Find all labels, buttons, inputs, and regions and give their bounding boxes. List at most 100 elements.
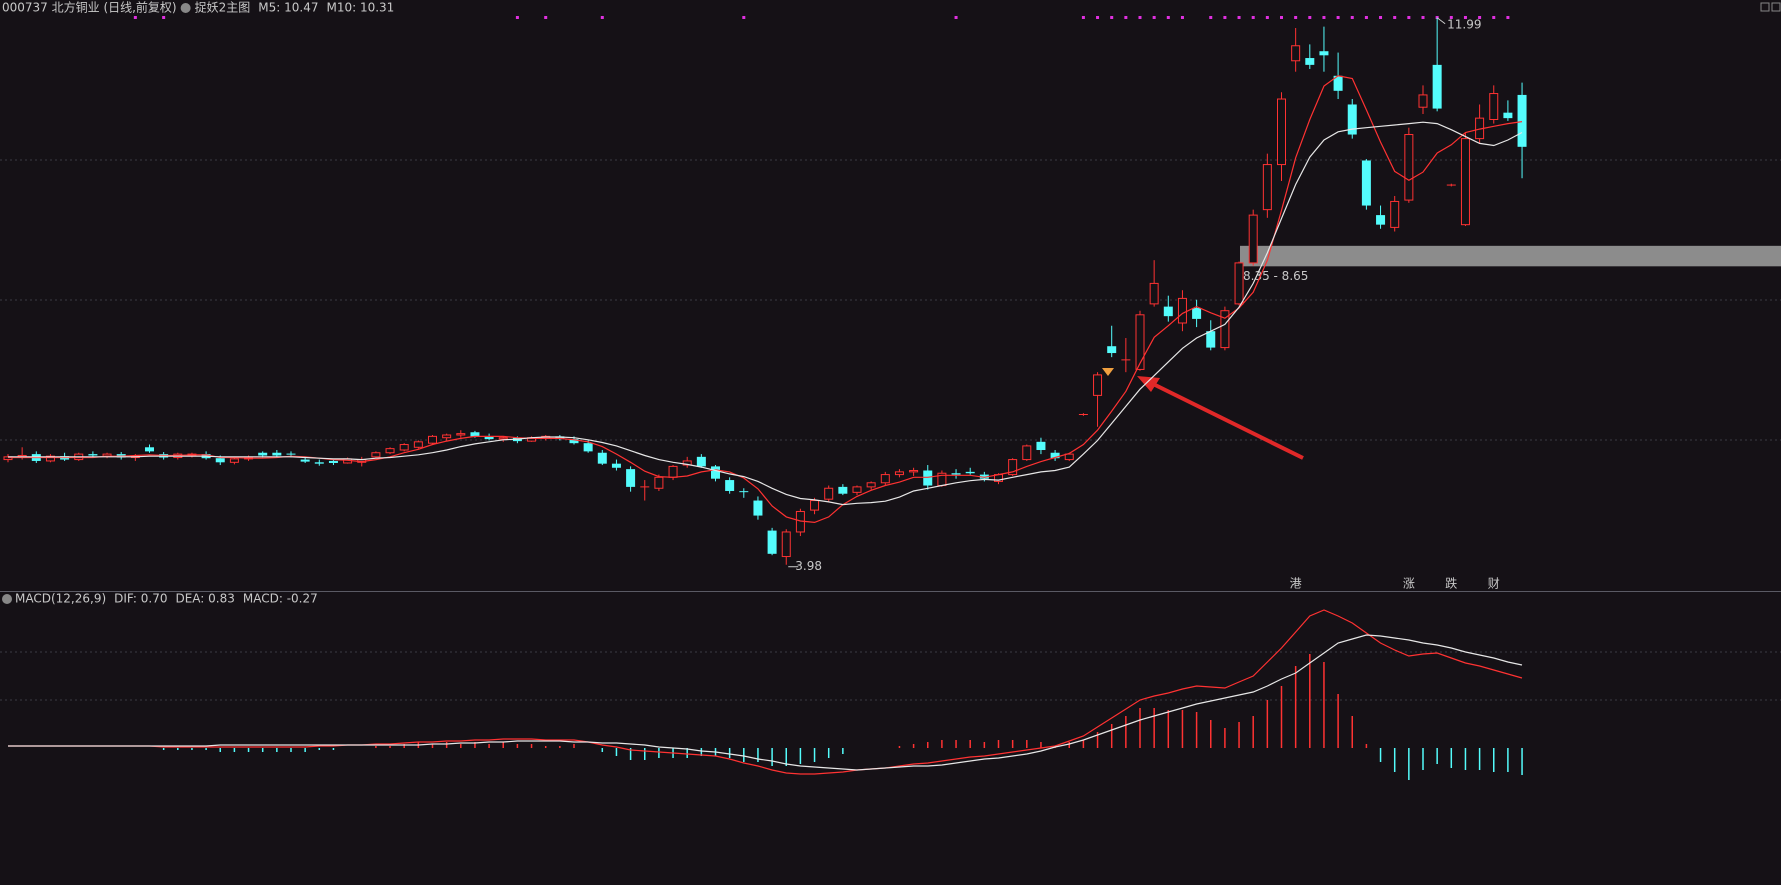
candle-body (810, 500, 820, 511)
candle-body (1036, 441, 1046, 451)
candle-body (923, 470, 933, 486)
candle-body (1489, 93, 1499, 121)
candle-body (1022, 445, 1032, 461)
candle-body (1262, 164, 1272, 211)
signal-dot (1463, 16, 1467, 19)
candle-body (1432, 64, 1442, 109)
signal-dot (742, 16, 746, 19)
signal-dot (1407, 16, 1411, 19)
candle-body (413, 441, 423, 448)
candle-body (272, 452, 282, 456)
candle-body (1107, 346, 1117, 354)
window-icon[interactable] (1760, 2, 1770, 12)
candle-body (371, 452, 381, 458)
signal-dot (1322, 16, 1326, 19)
signal-dot (1449, 16, 1453, 19)
signal-dot (1237, 16, 1241, 19)
candle-body (1418, 94, 1428, 108)
signal-dot (1393, 16, 1397, 19)
header-text: M5: 10.47 (258, 1, 318, 15)
signal-dot (1166, 16, 1170, 19)
zone-label: 8.35 - 8.65 (1243, 269, 1308, 283)
candle-body (1220, 310, 1230, 349)
header-icon (180, 3, 191, 13)
signal-dot (1478, 16, 1482, 19)
signal-dot (954, 16, 958, 19)
candle-body (1460, 138, 1470, 226)
candle-body (611, 463, 621, 468)
event-tag: 财 (1488, 577, 1500, 591)
candle-body (696, 456, 706, 467)
header-text: MACD(12,26,9) (15, 592, 106, 606)
candle-body (145, 447, 154, 452)
candle-body (399, 444, 409, 451)
candle-body (1149, 282, 1159, 305)
window-icon[interactable] (1771, 2, 1781, 12)
arrow (1144, 378, 1304, 460)
event-tag: 涨 (1403, 576, 1415, 591)
candle-body (1008, 459, 1018, 476)
candle-body (229, 458, 239, 463)
signal-diamond (1102, 368, 1114, 376)
candle-body (1093, 374, 1103, 396)
signal-dot (133, 16, 137, 19)
candle-body (597, 452, 607, 464)
header-text: 000737 北方铜业 (日线,前复权) (2, 0, 177, 15)
arrow-head (1137, 376, 1160, 392)
candle-body (1390, 200, 1400, 228)
candle-body (824, 487, 834, 500)
event-tag: 跌 (1445, 576, 1457, 591)
candle-body (1163, 306, 1173, 317)
candle-body (1248, 214, 1258, 264)
signal-dot (1081, 16, 1085, 19)
signal-dot (1350, 16, 1354, 19)
candle-body (654, 476, 664, 489)
signal-dot (1265, 16, 1269, 19)
signal-dot (1421, 16, 1425, 19)
signal-dot (1251, 16, 1255, 19)
ma-line (8, 121, 1523, 506)
signal-dot (1506, 16, 1510, 19)
candle-body (258, 452, 268, 456)
candle-body (1347, 104, 1357, 135)
signal-dot (1152, 16, 1156, 19)
candle-body (753, 500, 763, 516)
candle-body (1177, 297, 1187, 324)
candle-body (852, 486, 862, 493)
signal-dot (1294, 16, 1298, 19)
candle-body (88, 454, 98, 456)
header-icon (2, 594, 12, 604)
candle-body (894, 471, 904, 476)
high-pointer (1436, 17, 1446, 25)
price-zone (1240, 245, 1781, 267)
signal-dot (1110, 16, 1114, 19)
candle-body (555, 436, 565, 440)
signal-dot (1180, 16, 1184, 19)
header-text: 捉妖2主图 (195, 0, 251, 15)
candle-body (1517, 94, 1527, 147)
signal-dot (1138, 16, 1142, 19)
candle-body (385, 448, 395, 454)
candle-body (328, 460, 338, 463)
header-text: MACD: -0.27 (243, 592, 318, 606)
ma-line (8, 75, 1523, 524)
high-label: 11.99 (1447, 17, 1481, 31)
candle-body (215, 458, 225, 463)
signal-dot (1280, 16, 1283, 19)
candle-body (1135, 314, 1145, 370)
low-label: 3.98 (795, 559, 822, 573)
signal-dot (1308, 16, 1312, 19)
signal-dot (1379, 16, 1383, 19)
candle-body (456, 433, 466, 436)
candle-body (626, 469, 636, 487)
candle-body (1277, 98, 1286, 166)
header-text: M10: 10.31 (326, 1, 394, 15)
candle-body (668, 465, 678, 478)
macd-line (8, 609, 1523, 775)
candle-body (838, 486, 848, 494)
header-text: DEA: 0.83 (175, 592, 234, 606)
candle-body (781, 531, 791, 558)
